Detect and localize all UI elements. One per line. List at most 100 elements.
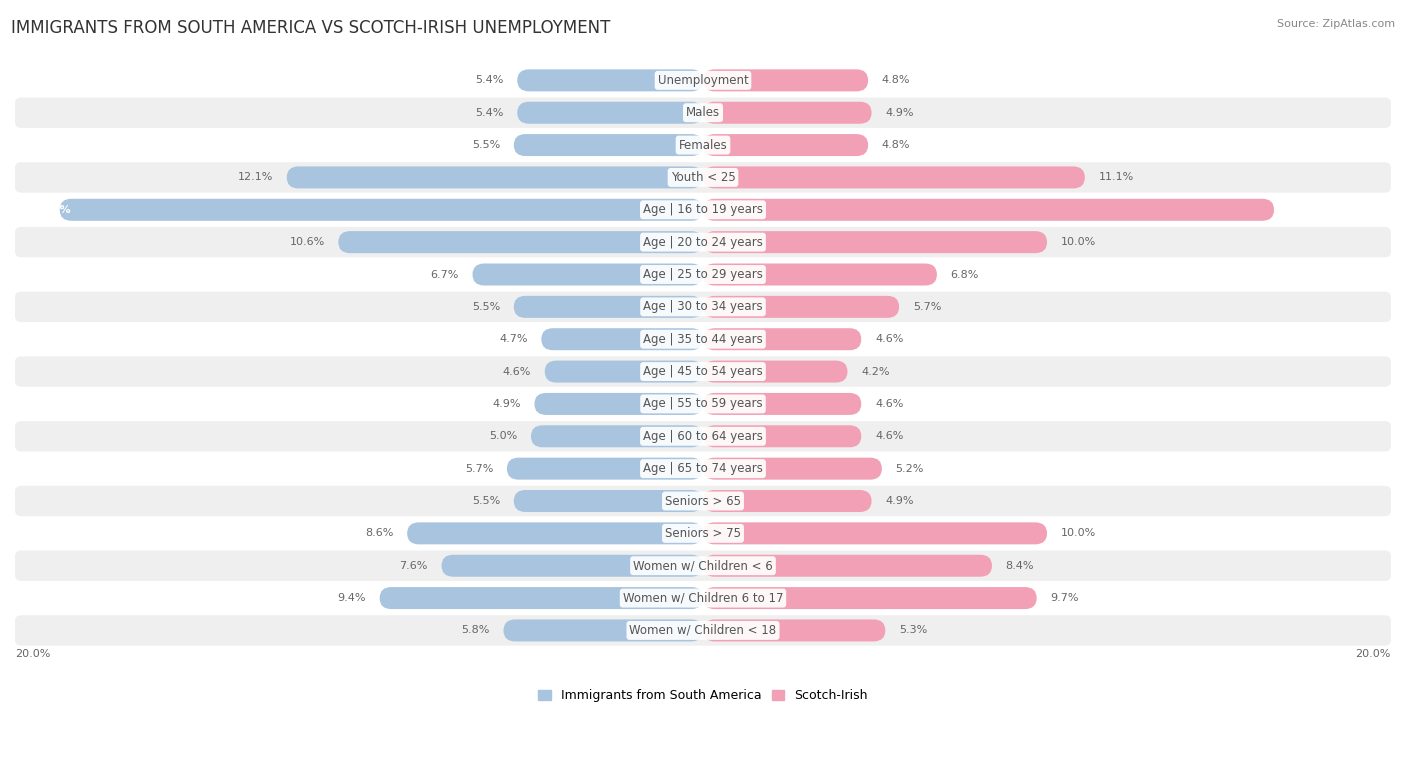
Text: 9.7%: 9.7% [1050, 593, 1078, 603]
FancyBboxPatch shape [15, 130, 1391, 160]
Text: 11.1%: 11.1% [1098, 173, 1133, 182]
Text: Age | 55 to 59 years: Age | 55 to 59 years [643, 397, 763, 410]
FancyBboxPatch shape [513, 134, 703, 156]
Text: 5.5%: 5.5% [472, 140, 501, 150]
FancyBboxPatch shape [441, 555, 703, 577]
Text: 4.6%: 4.6% [502, 366, 531, 376]
FancyBboxPatch shape [15, 324, 1391, 354]
FancyBboxPatch shape [15, 453, 1391, 484]
FancyBboxPatch shape [703, 167, 1085, 188]
Text: Age | 30 to 34 years: Age | 30 to 34 years [643, 301, 763, 313]
FancyBboxPatch shape [15, 421, 1391, 451]
Text: Source: ZipAtlas.com: Source: ZipAtlas.com [1277, 19, 1395, 29]
Text: 6.8%: 6.8% [950, 269, 979, 279]
FancyBboxPatch shape [703, 490, 872, 512]
FancyBboxPatch shape [15, 65, 1391, 95]
Text: Unemployment: Unemployment [658, 74, 748, 87]
FancyBboxPatch shape [517, 70, 703, 92]
Text: 5.4%: 5.4% [475, 107, 503, 117]
FancyBboxPatch shape [15, 227, 1391, 257]
Text: 4.6%: 4.6% [875, 335, 904, 344]
Text: 9.4%: 9.4% [337, 593, 366, 603]
FancyBboxPatch shape [534, 393, 703, 415]
FancyBboxPatch shape [472, 263, 703, 285]
Text: Age | 20 to 24 years: Age | 20 to 24 years [643, 235, 763, 248]
FancyBboxPatch shape [339, 231, 703, 253]
FancyBboxPatch shape [703, 555, 993, 577]
Text: 4.9%: 4.9% [886, 496, 914, 506]
FancyBboxPatch shape [15, 357, 1391, 387]
Text: Women w/ Children 6 to 17: Women w/ Children 6 to 17 [623, 591, 783, 605]
Text: 6.7%: 6.7% [430, 269, 458, 279]
Text: 20.0%: 20.0% [15, 649, 51, 659]
FancyBboxPatch shape [703, 458, 882, 480]
Text: Age | 25 to 29 years: Age | 25 to 29 years [643, 268, 763, 281]
Text: IMMIGRANTS FROM SOUTH AMERICA VS SCOTCH-IRISH UNEMPLOYMENT: IMMIGRANTS FROM SOUTH AMERICA VS SCOTCH-… [11, 19, 610, 37]
Text: 5.5%: 5.5% [472, 302, 501, 312]
Text: 5.0%: 5.0% [489, 431, 517, 441]
Text: Age | 35 to 44 years: Age | 35 to 44 years [643, 333, 763, 346]
Text: 18.7%: 18.7% [32, 205, 70, 215]
FancyBboxPatch shape [15, 162, 1391, 192]
FancyBboxPatch shape [380, 587, 703, 609]
FancyBboxPatch shape [59, 199, 703, 221]
FancyBboxPatch shape [15, 291, 1391, 322]
Text: 16.6%: 16.6% [1334, 205, 1374, 215]
FancyBboxPatch shape [513, 490, 703, 512]
FancyBboxPatch shape [15, 518, 1391, 549]
Text: 5.7%: 5.7% [465, 463, 494, 474]
FancyBboxPatch shape [703, 360, 848, 382]
Text: 5.4%: 5.4% [475, 76, 503, 86]
FancyBboxPatch shape [15, 260, 1391, 290]
FancyBboxPatch shape [531, 425, 703, 447]
FancyBboxPatch shape [703, 393, 862, 415]
FancyBboxPatch shape [703, 522, 1047, 544]
Text: 5.2%: 5.2% [896, 463, 924, 474]
FancyBboxPatch shape [541, 329, 703, 350]
Text: 4.9%: 4.9% [492, 399, 520, 409]
Text: 4.6%: 4.6% [875, 399, 904, 409]
Text: 5.7%: 5.7% [912, 302, 941, 312]
Text: 10.6%: 10.6% [290, 237, 325, 247]
FancyBboxPatch shape [513, 296, 703, 318]
FancyBboxPatch shape [703, 329, 862, 350]
Text: 5.3%: 5.3% [898, 625, 928, 635]
FancyBboxPatch shape [703, 70, 868, 92]
Text: Seniors > 65: Seniors > 65 [665, 494, 741, 507]
FancyBboxPatch shape [15, 98, 1391, 128]
Text: Males: Males [686, 106, 720, 119]
Text: 8.4%: 8.4% [1005, 561, 1035, 571]
Text: 4.7%: 4.7% [499, 335, 527, 344]
Text: Women w/ Children < 18: Women w/ Children < 18 [630, 624, 776, 637]
Text: 4.9%: 4.9% [886, 107, 914, 117]
FancyBboxPatch shape [15, 389, 1391, 419]
Text: Age | 60 to 64 years: Age | 60 to 64 years [643, 430, 763, 443]
Text: Age | 45 to 54 years: Age | 45 to 54 years [643, 365, 763, 378]
FancyBboxPatch shape [703, 134, 868, 156]
Text: 10.0%: 10.0% [1060, 528, 1097, 538]
FancyBboxPatch shape [408, 522, 703, 544]
FancyBboxPatch shape [703, 619, 886, 641]
FancyBboxPatch shape [15, 486, 1391, 516]
FancyBboxPatch shape [508, 458, 703, 480]
Text: Females: Females [679, 139, 727, 151]
Text: 20.0%: 20.0% [1355, 649, 1391, 659]
FancyBboxPatch shape [15, 615, 1391, 646]
Text: 5.8%: 5.8% [461, 625, 489, 635]
Text: 4.8%: 4.8% [882, 76, 910, 86]
FancyBboxPatch shape [15, 583, 1391, 613]
Text: 8.6%: 8.6% [366, 528, 394, 538]
FancyBboxPatch shape [287, 167, 703, 188]
Text: Youth < 25: Youth < 25 [671, 171, 735, 184]
Text: Women w/ Children < 6: Women w/ Children < 6 [633, 559, 773, 572]
FancyBboxPatch shape [703, 587, 1036, 609]
Text: 4.6%: 4.6% [875, 431, 904, 441]
FancyBboxPatch shape [517, 101, 703, 123]
Legend: Immigrants from South America, Scotch-Irish: Immigrants from South America, Scotch-Ir… [534, 686, 872, 706]
Text: Age | 65 to 74 years: Age | 65 to 74 years [643, 462, 763, 475]
FancyBboxPatch shape [15, 195, 1391, 225]
FancyBboxPatch shape [544, 360, 703, 382]
Text: Age | 16 to 19 years: Age | 16 to 19 years [643, 204, 763, 217]
Text: 5.5%: 5.5% [472, 496, 501, 506]
FancyBboxPatch shape [703, 296, 898, 318]
